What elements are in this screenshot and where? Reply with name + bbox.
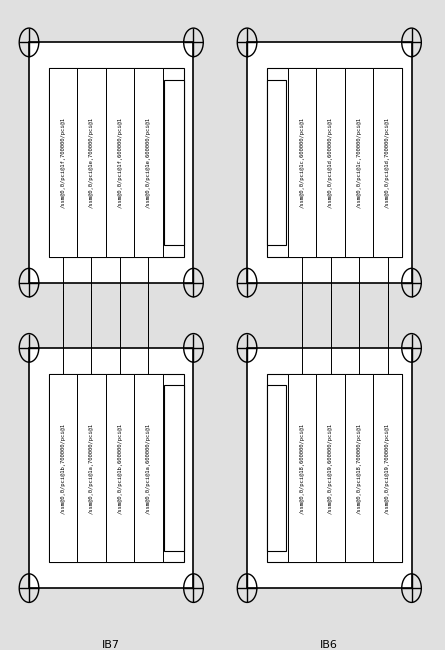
Text: /ssm@0,0/pci@19,600000/pci@1: /ssm@0,0/pci@19,600000/pci@1 bbox=[328, 422, 333, 514]
Bar bbox=[267, 68, 402, 257]
Text: /ssm@0,0/pci@18,600000/pci@1: /ssm@0,0/pci@18,600000/pci@1 bbox=[299, 422, 304, 514]
Bar bbox=[77, 374, 105, 562]
Text: /ssm@0,0/pci@1c,600000/pci@1: /ssm@0,0/pci@1c,600000/pci@1 bbox=[299, 117, 304, 208]
Bar bbox=[77, 68, 105, 257]
Text: 1: 1 bbox=[328, 358, 334, 368]
Bar bbox=[316, 374, 345, 562]
Text: /ssm@0,0/pci@19,700000/pci@1: /ssm@0,0/pci@19,700000/pci@1 bbox=[385, 422, 390, 514]
Text: /ssm@0,0/pci@1d,700000/pci@1: /ssm@0,0/pci@1d,700000/pci@1 bbox=[385, 117, 390, 208]
Text: IB6: IB6 bbox=[320, 640, 338, 649]
Bar bbox=[267, 374, 402, 562]
Bar bbox=[267, 385, 286, 551]
Bar bbox=[49, 68, 77, 257]
Bar bbox=[134, 68, 162, 257]
Bar bbox=[29, 42, 194, 283]
Text: /ssm@0,0/pci@18,700000/pci@1: /ssm@0,0/pci@18,700000/pci@1 bbox=[356, 422, 361, 514]
Text: 0: 0 bbox=[299, 358, 305, 368]
Text: 3: 3 bbox=[60, 358, 66, 368]
Text: /ssm@0,0/pci@1d,600000/pci@1: /ssm@0,0/pci@1d,600000/pci@1 bbox=[328, 117, 333, 208]
Text: /ssm@0,0/pci@1f,700000/pci@1: /ssm@0,0/pci@1f,700000/pci@1 bbox=[61, 117, 65, 208]
Text: /ssm@0,0/pci@1c,700000/pci@1: /ssm@0,0/pci@1c,700000/pci@1 bbox=[356, 117, 361, 208]
Bar bbox=[345, 68, 373, 257]
Text: /ssm@0,0/pci@1a,700000/pci@1: /ssm@0,0/pci@1a,700000/pci@1 bbox=[89, 422, 94, 514]
Bar bbox=[267, 79, 286, 246]
Bar bbox=[49, 374, 184, 562]
Text: /ssm@0,0/pci@1b,700000/pci@1: /ssm@0,0/pci@1b,700000/pci@1 bbox=[61, 422, 65, 514]
Text: /ssm@0,0/pci@1f,600000/pci@1: /ssm@0,0/pci@1f,600000/pci@1 bbox=[117, 117, 122, 208]
Bar bbox=[247, 42, 412, 283]
Text: 0: 0 bbox=[145, 358, 151, 368]
Bar bbox=[247, 348, 412, 588]
Text: 2: 2 bbox=[356, 358, 362, 368]
Bar bbox=[345, 374, 373, 562]
Text: 1: 1 bbox=[117, 358, 123, 368]
Bar bbox=[316, 68, 345, 257]
Text: /ssm@0,0/pci@1b,600000/pci@1: /ssm@0,0/pci@1b,600000/pci@1 bbox=[117, 422, 122, 514]
Text: 2: 2 bbox=[88, 358, 94, 368]
Bar bbox=[164, 79, 184, 246]
Bar bbox=[288, 68, 316, 257]
Text: /ssm@0,0/pci@1e,700000/pci@1: /ssm@0,0/pci@1e,700000/pci@1 bbox=[89, 117, 94, 208]
Bar bbox=[49, 374, 77, 562]
Bar bbox=[49, 68, 184, 257]
Bar bbox=[134, 374, 162, 562]
Bar bbox=[164, 385, 184, 551]
Text: IB7: IB7 bbox=[102, 640, 120, 649]
Text: 3: 3 bbox=[384, 358, 391, 368]
Bar bbox=[373, 68, 402, 257]
Text: /ssm@0,0/pci@1a,600000/pci@1: /ssm@0,0/pci@1a,600000/pci@1 bbox=[146, 422, 151, 514]
Bar bbox=[29, 348, 194, 588]
Bar bbox=[373, 374, 402, 562]
Bar bbox=[105, 374, 134, 562]
Bar bbox=[288, 374, 316, 562]
Text: /ssm@0,0/pci@1e,600000/pci@1: /ssm@0,0/pci@1e,600000/pci@1 bbox=[146, 117, 151, 208]
Bar bbox=[105, 68, 134, 257]
